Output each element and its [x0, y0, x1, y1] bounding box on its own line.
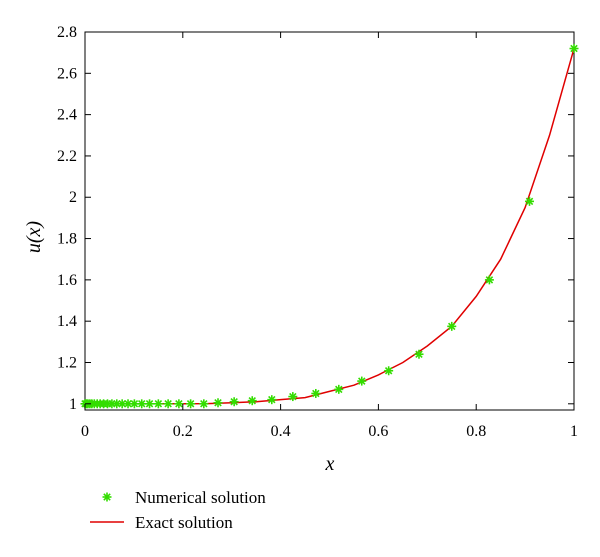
numerical-solution-point	[199, 399, 209, 409]
y-tick-label: 2.8	[57, 24, 77, 41]
numerical-solution-point	[414, 349, 424, 359]
numerical-solution-point	[357, 376, 367, 386]
asterisk-marker-icon	[102, 492, 112, 502]
numerical-solution-point	[137, 399, 147, 409]
legend-marker-numerical	[102, 492, 112, 502]
y-tick-label: 1.8	[57, 231, 77, 248]
numerical-solution-point	[229, 397, 239, 407]
y-axis-ticks: 1 1.2 1.4 1.6 1.8 2 2.2 2.4 2.6 2.8	[57, 24, 574, 413]
numerical-solution-point	[117, 399, 127, 409]
y-tick-label: 2.6	[57, 65, 77, 82]
numerical-solution-point	[174, 399, 184, 409]
x-tick-label: 0.6	[368, 423, 388, 440]
numerical-solution-point	[288, 392, 298, 402]
x-tick-label: 0.4	[271, 423, 291, 440]
x-tick-label: 0.8	[466, 423, 486, 440]
y-tick-label: 2	[69, 189, 77, 206]
numerical-solution-point	[213, 398, 223, 408]
legend-label-exact: Exact solution	[135, 513, 233, 532]
y-tick-label: 2.2	[57, 148, 77, 165]
numerical-solution-series	[80, 44, 579, 409]
numerical-solution-point	[153, 399, 163, 409]
y-tick-label: 1	[69, 396, 77, 413]
numerical-solution-point	[484, 275, 494, 285]
numerical-solution-point	[384, 366, 394, 376]
numerical-solution-point	[267, 395, 277, 405]
x-tick-label: 0	[81, 423, 89, 440]
numerical-solution-point	[569, 44, 579, 54]
numerical-solution-point	[447, 321, 457, 331]
numerical-solution-point	[311, 388, 321, 398]
y-axis-title: u(x)	[23, 221, 45, 254]
numerical-solution-point	[247, 396, 257, 406]
numerical-solution-point	[334, 384, 344, 394]
x-tick-label: 0.2	[173, 423, 193, 440]
y-tick-label: 1.4	[57, 313, 77, 330]
exact-solution-series	[85, 48, 575, 405]
legend-label-numerical: Numerical solution	[135, 488, 266, 507]
y-tick-label: 1.2	[57, 354, 77, 371]
exact-solution-line	[85, 48, 575, 405]
x-axis-title: x	[325, 453, 335, 475]
numerical-solution-point	[145, 399, 155, 409]
numerical-solution-point	[186, 399, 196, 409]
plot-area	[84, 31, 575, 411]
y-tick-label: 2.4	[57, 107, 77, 124]
numerical-solution-point	[163, 399, 173, 409]
numerical-solution-point	[525, 196, 535, 206]
x-tick-label: 1	[570, 423, 578, 440]
legend: Numerical solution Exact solution	[90, 488, 266, 532]
plot-frame	[84, 31, 575, 411]
x-axis-ticks: 0 0.2 0.4 0.6 0.8 1	[81, 32, 578, 440]
y-tick-label: 1.6	[57, 272, 77, 289]
